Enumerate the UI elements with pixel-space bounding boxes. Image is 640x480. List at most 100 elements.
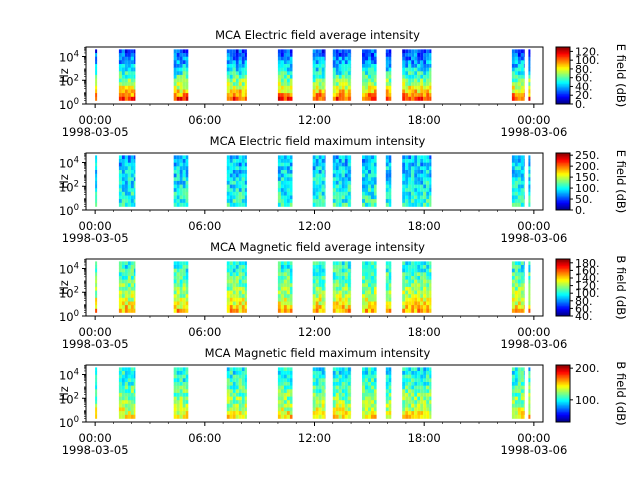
spectrogram-cell: [324, 64, 326, 68]
spectrogram-cell: [232, 305, 236, 310]
spectrogram-cell: [388, 162, 392, 167]
spectrogram-cell: [511, 411, 515, 416]
spectrogram-cell: [388, 396, 392, 401]
spectrogram-cell: [338, 159, 342, 163]
spectrogram-cell: [374, 367, 377, 372]
spectrogram-cell: [365, 268, 368, 273]
spectrogram-cell: [280, 199, 284, 204]
spectrogram-cell: [365, 202, 368, 207]
spectrogram-cell: [426, 400, 430, 405]
spectrogram-cell: [408, 301, 412, 306]
spectrogram-cell: [511, 180, 515, 185]
colorbar-segment: [556, 406, 570, 409]
spectrogram-cell: [408, 294, 412, 299]
spectrogram-cell: [414, 85, 418, 90]
spectrogram-cell: [133, 89, 136, 94]
spectrogram-cell: [232, 74, 236, 79]
spectrogram-cell: [176, 276, 180, 280]
spectrogram-cell: [405, 378, 409, 383]
spectrogram-cell: [368, 162, 371, 167]
colorbar-segment: [556, 416, 570, 419]
spectrogram-cell: [312, 93, 316, 98]
spectrogram-cell: [318, 411, 322, 416]
spectrogram-cell: [124, 294, 128, 299]
spectrogram-cell: [362, 60, 365, 65]
spectrogram-cell: [423, 180, 427, 185]
spectrogram-cell: [244, 166, 247, 171]
spectrogram-cell: [341, 191, 345, 196]
spectrogram-cell: [344, 67, 348, 72]
spectrogram-cell: [517, 276, 521, 280]
spectrogram-cell: [517, 396, 521, 401]
spectrogram-cell: [402, 367, 406, 372]
y-tick-label: 100: [59, 415, 79, 430]
spectrogram-cell: [362, 301, 365, 306]
spectrogram-cell: [528, 166, 531, 171]
spectrogram-cell: [374, 170, 377, 174]
spectrogram-cell: [511, 85, 515, 90]
spectrogram-cell: [368, 407, 371, 412]
spectrogram-cell: [332, 85, 336, 90]
spectrogram-cell: [179, 283, 183, 288]
spectrogram-cell: [241, 74, 245, 79]
spectrogram-cell: [408, 403, 412, 408]
spectrogram-cell: [315, 166, 319, 171]
spectrogram-cell: [315, 71, 319, 76]
spectrogram-cell: [95, 96, 98, 101]
spectrogram-cell: [321, 261, 325, 266]
spectrogram-cell: [173, 188, 177, 193]
spectrogram-cell: [365, 177, 368, 182]
spectrogram-cell: [95, 378, 98, 383]
spectrogram-cell: [368, 297, 371, 302]
colorbar-segment: [556, 303, 570, 306]
spectrogram-cell: [517, 166, 521, 171]
spectrogram-cell: [523, 74, 525, 79]
spectrogram-cell: [118, 371, 122, 375]
colorbar: 200.100. B field (dB): [555, 361, 628, 426]
spectrogram-cell: [341, 308, 345, 313]
spectrogram-cell: [238, 180, 242, 185]
spectrogram-cell: [517, 49, 521, 54]
spectrogram-cell: [347, 177, 351, 182]
spectrogram-cell: [520, 382, 524, 386]
spectrogram-cell: [347, 162, 351, 167]
spectrogram-cell: [280, 305, 284, 310]
spectrogram-cell: [517, 67, 521, 72]
spectrogram-cell: [283, 392, 287, 397]
spectrogram-cell: [283, 261, 287, 266]
spectrogram-cell: [241, 71, 245, 76]
spectrogram-cell: [176, 155, 180, 160]
spectrogram-cell: [332, 78, 336, 83]
spectrogram-cell: [423, 159, 427, 163]
spectrogram-cell: [318, 297, 322, 302]
spectrogram-cell: [347, 195, 351, 200]
spectrogram-cell: [277, 82, 281, 87]
spectrogram-cell: [426, 396, 430, 401]
spectrogram-cell: [347, 173, 351, 178]
spectrogram-cell: [344, 85, 348, 90]
spectrogram-cell: [318, 276, 322, 280]
colorbar-tick-label: 40.: [575, 310, 593, 323]
spectrogram-cell: [127, 286, 131, 291]
spectrogram-cell: [229, 290, 233, 295]
spectrogram-cell: [312, 403, 316, 408]
spectrogram-cell: [414, 177, 418, 182]
spectrogram-cell: [388, 56, 392, 61]
spectrogram-cell: [286, 49, 290, 54]
spectrogram-cell: [133, 53, 136, 57]
spectrogram-cell: [121, 184, 125, 189]
spectrogram-cell: [318, 290, 322, 295]
spectrogram-cell: [423, 93, 427, 98]
spectrogram-cell: [124, 170, 128, 174]
spectrogram-cell: [283, 407, 287, 412]
spectrogram-cell: [315, 378, 319, 383]
spectrogram-cell: [523, 166, 525, 171]
colorbar-segment: [556, 273, 570, 276]
colorbar-segment: [556, 188, 570, 191]
spectrogram-cell: [417, 82, 421, 87]
colorbar-segment: [556, 200, 570, 202]
spectrogram-cell: [235, 74, 239, 79]
spectrogram-cell: [226, 67, 230, 72]
x-date-label: 1998-03-05: [62, 125, 129, 139]
spectrogram-cell: [338, 400, 342, 405]
